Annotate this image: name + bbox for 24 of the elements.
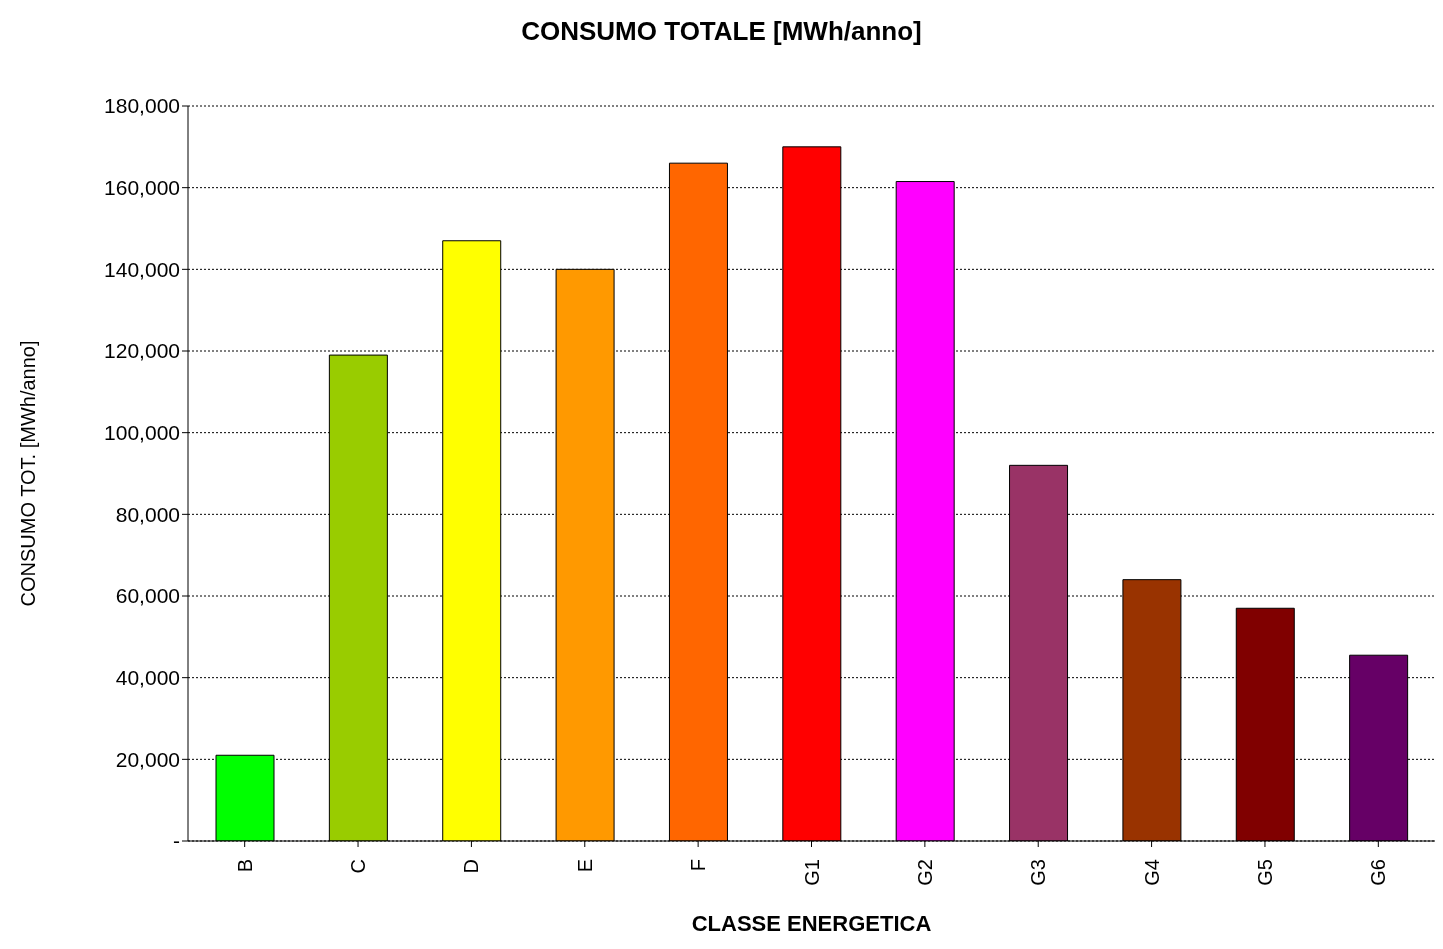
x-tick-label: D [460, 859, 483, 874]
chart-title: CONSUMO TOTALE [MWh/anno] [520, 15, 923, 48]
x-axis-title: CLASSE ENERGETICA [691, 911, 932, 936]
y-tick-label: 60,000 [115, 584, 180, 608]
y-tick-label: 100,000 [104, 421, 180, 445]
y-tick-label: 80,000 [115, 502, 180, 526]
x-tick-label: G1 [800, 859, 823, 886]
y-tick-label: 160,000 [104, 176, 180, 200]
x-tick-label: C [347, 859, 370, 874]
x-tick-label: G2 [913, 859, 936, 886]
x-tick-label: G5 [1253, 859, 1276, 886]
x-tick-label: G4 [1140, 859, 1163, 886]
x-tick-label: G3 [1027, 859, 1050, 886]
x-tick-label: B [233, 859, 256, 873]
x-tick-label: E [573, 859, 596, 873]
x-tick-label: F [687, 859, 710, 872]
y-tick-label: 180,000 [104, 94, 180, 118]
y-tick-label: 40,000 [115, 666, 180, 690]
y-tick-label: 20,000 [115, 747, 180, 771]
x-tick-label: G6 [1367, 859, 1390, 886]
y-tick-label: 140,000 [104, 257, 180, 281]
y-axis-title: CONSUMO TOT. [MWh/anno] [17, 340, 40, 607]
y-tick-label: - [173, 829, 180, 853]
y-tick-label: 120,000 [104, 339, 180, 363]
